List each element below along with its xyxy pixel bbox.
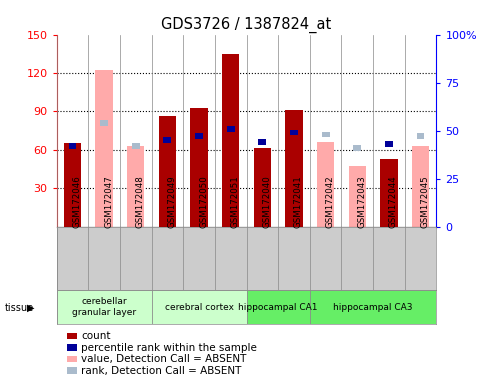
Text: GSM172051: GSM172051 bbox=[231, 176, 240, 228]
Text: GSM172049: GSM172049 bbox=[168, 176, 176, 228]
Text: value, Detection Call = ABSENT: value, Detection Call = ABSENT bbox=[81, 354, 246, 364]
Bar bbox=[321, 132, 329, 137]
Bar bbox=[159, 116, 176, 227]
Bar bbox=[253, 149, 271, 227]
Text: rank, Detection Call = ABSENT: rank, Detection Call = ABSENT bbox=[81, 366, 242, 376]
Bar bbox=[64, 143, 81, 227]
Bar bbox=[57, 290, 152, 324]
Text: ▶: ▶ bbox=[27, 303, 35, 313]
Bar bbox=[132, 143, 140, 149]
Bar bbox=[285, 110, 303, 227]
Text: GSM172045: GSM172045 bbox=[421, 176, 429, 228]
Bar bbox=[100, 120, 108, 126]
Bar bbox=[195, 134, 203, 139]
Bar bbox=[353, 145, 361, 151]
Bar bbox=[69, 143, 76, 149]
Text: hippocampal CA3: hippocampal CA3 bbox=[333, 303, 413, 312]
Bar bbox=[310, 290, 436, 324]
Bar bbox=[227, 126, 235, 131]
Text: GSM172047: GSM172047 bbox=[104, 176, 113, 228]
Text: GSM172043: GSM172043 bbox=[357, 176, 366, 228]
Bar bbox=[152, 290, 246, 324]
Bar bbox=[164, 137, 172, 143]
Text: GSM172044: GSM172044 bbox=[389, 176, 398, 228]
Bar bbox=[222, 54, 240, 227]
Text: GSM172048: GSM172048 bbox=[136, 176, 145, 228]
Text: cerebral cortex: cerebral cortex bbox=[165, 303, 234, 312]
Text: GSM172046: GSM172046 bbox=[72, 176, 81, 228]
Text: GSM172042: GSM172042 bbox=[325, 176, 335, 228]
Bar bbox=[417, 134, 424, 139]
Text: hippocampal CA1: hippocampal CA1 bbox=[239, 303, 318, 312]
Text: GSM172050: GSM172050 bbox=[199, 176, 208, 228]
Bar bbox=[290, 130, 298, 136]
Text: GSM172040: GSM172040 bbox=[262, 176, 271, 228]
Bar bbox=[412, 146, 429, 227]
Text: percentile rank within the sample: percentile rank within the sample bbox=[81, 343, 257, 353]
Text: GSM172041: GSM172041 bbox=[294, 176, 303, 228]
Bar bbox=[127, 146, 144, 227]
Bar bbox=[258, 139, 266, 145]
Bar bbox=[190, 108, 208, 227]
Text: tissue: tissue bbox=[5, 303, 34, 313]
Text: cerebellar
granular layer: cerebellar granular layer bbox=[72, 298, 136, 317]
Bar bbox=[380, 159, 397, 227]
Bar bbox=[317, 142, 334, 227]
Text: GDS3726 / 1387824_at: GDS3726 / 1387824_at bbox=[161, 17, 332, 33]
Bar bbox=[246, 290, 310, 324]
Text: count: count bbox=[81, 331, 111, 341]
Bar bbox=[349, 166, 366, 227]
Bar bbox=[385, 141, 393, 147]
Bar bbox=[96, 70, 113, 227]
